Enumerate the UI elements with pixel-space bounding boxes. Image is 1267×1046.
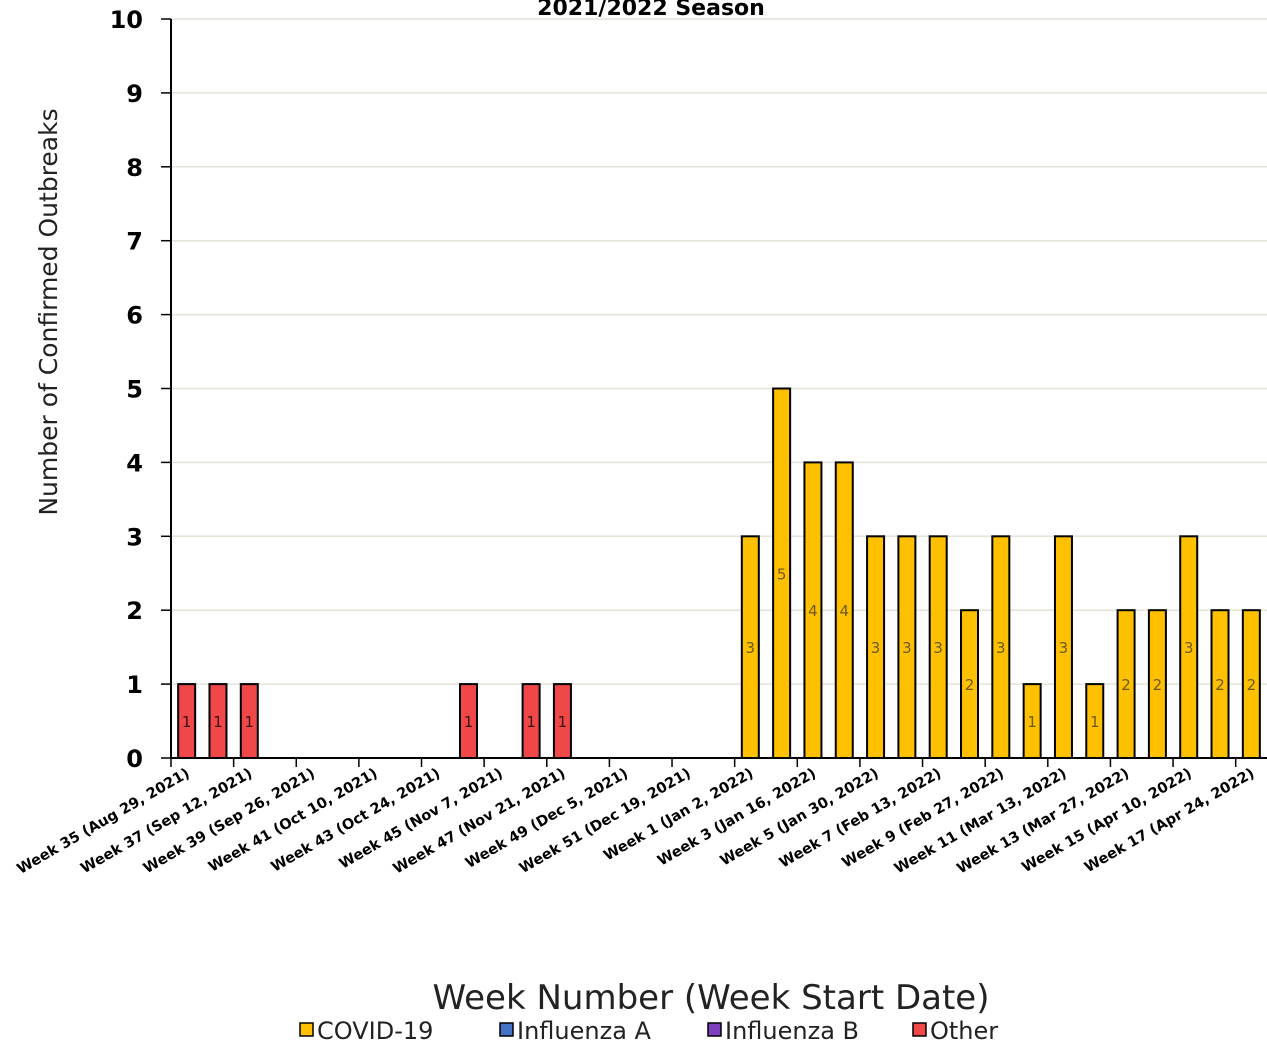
data-label: 5 xyxy=(777,565,787,583)
legend-label: Influenza A xyxy=(517,1017,652,1045)
data-label: 3 xyxy=(902,639,912,657)
data-label: 3 xyxy=(1184,639,1194,657)
gridlines xyxy=(171,18,1267,685)
axes xyxy=(161,18,1267,767)
bars xyxy=(177,387,1261,760)
y-tick-label: 4 xyxy=(126,449,143,477)
legend-swatch xyxy=(499,1022,514,1037)
data-label: 3 xyxy=(746,639,756,657)
legend-label: Other xyxy=(930,1017,998,1045)
y-tick-label: 0 xyxy=(126,745,143,773)
data-label: 4 xyxy=(808,602,818,620)
legend-swatch xyxy=(912,1022,927,1037)
x-tick-labels: Week 35 (Aug 29, 2021)Week 37 (Sep 12, 2… xyxy=(15,766,1258,878)
data-label: 1 xyxy=(1027,713,1037,731)
legend-label: Influenza B xyxy=(725,1017,859,1045)
data-label: 1 xyxy=(526,713,536,731)
data-label: 3 xyxy=(1059,639,1069,657)
y-tick-label: 7 xyxy=(126,228,143,256)
y-tick-label: 5 xyxy=(126,376,143,404)
legend-swatch xyxy=(707,1022,722,1037)
y-tick-label: 8 xyxy=(126,154,143,182)
legend: COVID-19 Influenza A Influenza B Other xyxy=(299,1017,998,1045)
data-label: 1 xyxy=(245,713,255,731)
y-tick-label: 1 xyxy=(126,671,143,699)
data-labels: 1 1 1 1 1 1 3 5 4 4 3 3 3 2 3 1 3 1 2 2 3 2 2 xyxy=(182,565,1256,731)
y-tick-label: 2 xyxy=(126,597,143,625)
data-label: 3 xyxy=(933,639,943,657)
data-label: 2 xyxy=(1247,676,1257,694)
legend-swatch xyxy=(299,1022,314,1037)
data-label: 1 xyxy=(182,713,192,731)
legend-label: COVID-19 xyxy=(317,1017,433,1045)
data-label: 1 xyxy=(1090,713,1100,731)
data-label: 2 xyxy=(1153,676,1163,694)
data-label: 1 xyxy=(464,713,474,731)
y-tick-labels: 0 1 2 3 4 5 6 7 8 9 10 xyxy=(110,6,143,773)
y-tick-label: 9 xyxy=(126,80,143,108)
y-tick-label: 10 xyxy=(110,6,143,34)
data-label: 3 xyxy=(996,639,1006,657)
data-label: 1 xyxy=(558,713,568,731)
data-label: 1 xyxy=(213,713,223,731)
data-label: 4 xyxy=(839,602,849,620)
data-label: 2 xyxy=(965,676,975,694)
y-axis-title: Number of Confirmed Outbreaks xyxy=(34,108,63,515)
chart-title: 2021/2022 Season xyxy=(537,0,765,21)
data-label: 2 xyxy=(1121,676,1131,694)
y-tick-label: 6 xyxy=(126,302,143,330)
data-label: 2 xyxy=(1215,676,1225,694)
x-axis-title: Week Number (Week Start Date) xyxy=(433,978,990,1018)
y-tick-label: 3 xyxy=(126,523,143,551)
data-label: 3 xyxy=(871,639,881,657)
